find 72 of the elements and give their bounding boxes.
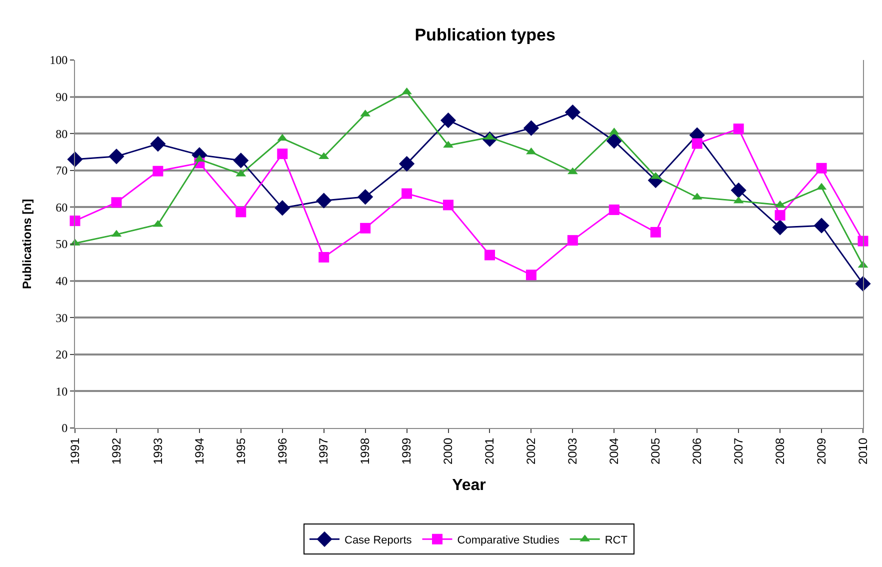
y-axis-title: Publications [n] bbox=[20, 198, 34, 289]
point bbox=[650, 226, 661, 238]
point bbox=[233, 152, 249, 168]
y-tick-label: 90 bbox=[56, 90, 68, 104]
point bbox=[608, 204, 620, 216]
x-tick-label: 2004 bbox=[607, 437, 622, 465]
x-tick-label: 1997 bbox=[316, 437, 331, 465]
point bbox=[564, 104, 580, 120]
y-tick-label: 50 bbox=[56, 237, 68, 252]
x-tick-label: 1996 bbox=[275, 437, 290, 465]
x-tick-label: 1994 bbox=[192, 437, 206, 465]
x-tick-label: 1998 bbox=[358, 437, 372, 465]
x-tick-label: 2005 bbox=[648, 437, 663, 465]
point bbox=[730, 182, 746, 198]
legend-label: Case Reports bbox=[344, 534, 412, 546]
y-tick-label: 100 bbox=[50, 53, 68, 68]
y-tick-label: 30 bbox=[56, 310, 68, 325]
point bbox=[277, 148, 288, 160]
point bbox=[111, 197, 122, 208]
point bbox=[443, 200, 454, 210]
x-tick-label: 2007 bbox=[731, 437, 746, 465]
x-tick-label: 2003 bbox=[566, 437, 580, 465]
y-tick-label: 80 bbox=[56, 126, 68, 141]
x-tick-label: 1991 bbox=[68, 437, 82, 465]
x-tick-label: 2006 bbox=[690, 437, 704, 465]
point bbox=[316, 192, 332, 208]
point bbox=[692, 138, 702, 149]
point bbox=[402, 188, 412, 199]
point bbox=[774, 210, 786, 221]
point bbox=[358, 189, 374, 205]
x-tick-label: 2008 bbox=[772, 437, 787, 465]
y-tick-label: 20 bbox=[56, 348, 68, 362]
point bbox=[484, 250, 495, 260]
y-tick-label: 60 bbox=[56, 200, 68, 214]
point bbox=[108, 148, 124, 164]
point bbox=[440, 112, 456, 128]
point bbox=[523, 120, 540, 136]
point bbox=[398, 156, 415, 172]
point bbox=[526, 270, 536, 280]
point bbox=[152, 166, 164, 176]
x-tick-label: 1995 bbox=[234, 437, 248, 465]
point bbox=[858, 236, 868, 246]
point bbox=[567, 235, 578, 246]
point bbox=[360, 222, 371, 234]
point bbox=[814, 218, 830, 234]
legend-label: RCT bbox=[604, 534, 628, 546]
x-axis-title: Year bbox=[452, 477, 486, 494]
point bbox=[772, 220, 788, 236]
point bbox=[733, 124, 744, 134]
y-tick-label: 70 bbox=[56, 164, 68, 178]
x-tick-label: 2009 bbox=[814, 437, 828, 465]
chart-title: Publication types bbox=[414, 25, 556, 44]
y-tick-label: 0 bbox=[62, 421, 68, 436]
point bbox=[274, 200, 290, 216]
x-tick-label: 2000 bbox=[441, 437, 456, 465]
x-tick-label: 2010 bbox=[856, 437, 870, 465]
y-tick-label: 10 bbox=[56, 384, 68, 398]
point bbox=[443, 140, 454, 148]
x-tick-label: 1992 bbox=[109, 437, 124, 465]
point bbox=[150, 136, 166, 152]
point bbox=[816, 162, 827, 174]
y-tick-label: 40 bbox=[56, 274, 68, 288]
point bbox=[855, 276, 871, 292]
x-tick-label: 1993 bbox=[150, 437, 165, 465]
point bbox=[318, 252, 330, 262]
point bbox=[70, 216, 80, 226]
x-tick-label: 2002 bbox=[524, 437, 538, 465]
x-tick-label: 2001 bbox=[482, 437, 497, 465]
legend-label: Comparative Studies bbox=[457, 534, 560, 546]
x-tick-label: 1999 bbox=[400, 437, 414, 465]
point bbox=[606, 133, 622, 149]
point bbox=[236, 206, 246, 218]
